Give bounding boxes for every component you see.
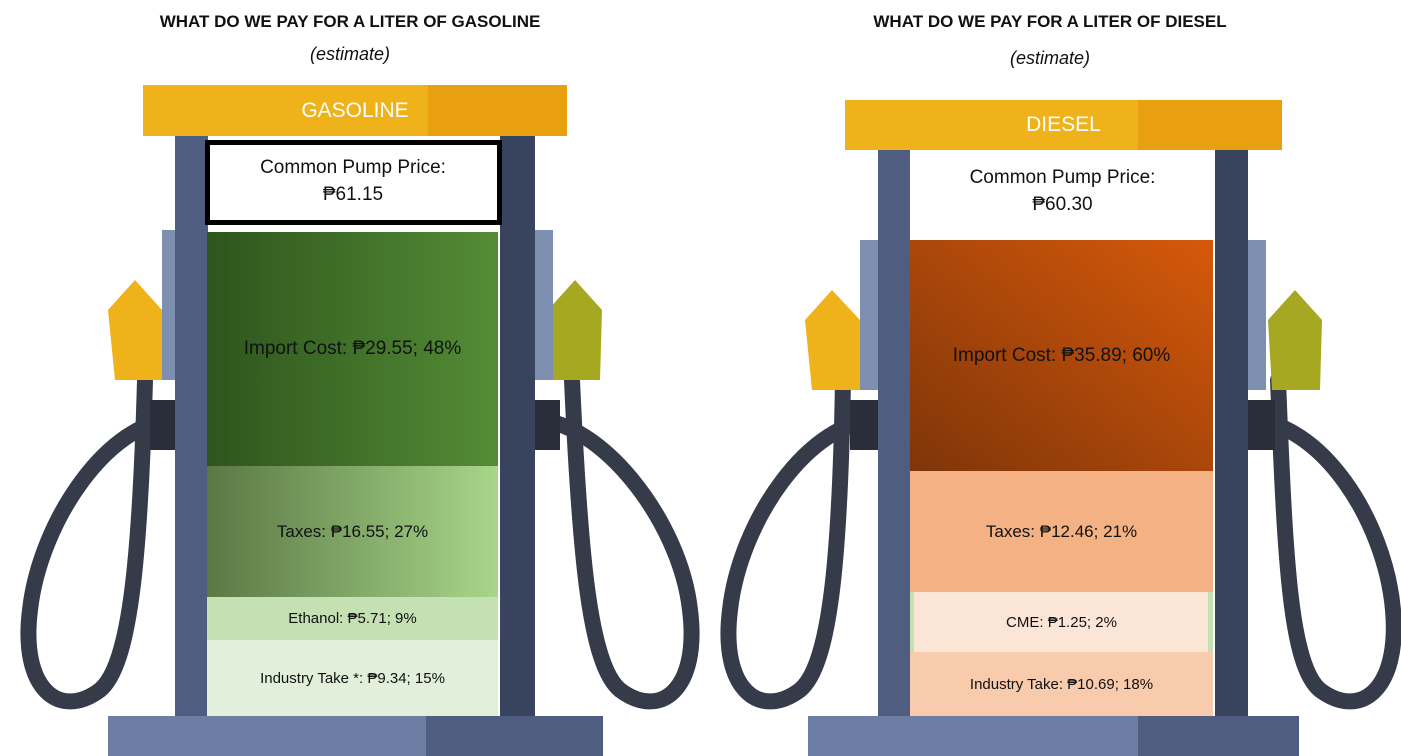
pump-label: GASOLINE [143,85,567,136]
pump-label: DIESEL [845,100,1282,150]
segment-label: Taxes: ₱12.46; 21% [910,471,1213,592]
subtitle: (estimate) [700,44,1400,72]
segment-label: Import Cost: ₱29.55; 48% [207,232,498,466]
segment-label: Industry Take *: ₱9.34; 15% [207,640,498,716]
subtitle: (estimate) [0,40,700,68]
price-label: Common Pump Price: ₱60.30 [910,152,1215,232]
segment-label: CME: ₱1.25; 2% [910,592,1213,652]
page: WHAT DO WE PAY FOR A LITER OF GASOLINE (… [0,0,1401,756]
segment-label: Ethanol: ₱5.71; 9% [207,597,498,640]
price-label: Common Pump Price: ₱61.15 [207,142,499,222]
segment-label: Industry Take: ₱10.69; 18% [910,652,1213,716]
segment-label: Import Cost: ₱35.89; 60% [910,240,1213,471]
title: WHAT DO WE PAY FOR A LITER OF GASOLINE [0,8,700,36]
segment-label: Taxes: ₱16.55; 27% [207,466,498,597]
title: WHAT DO WE PAY FOR A LITER OF DIESEL [700,8,1400,36]
